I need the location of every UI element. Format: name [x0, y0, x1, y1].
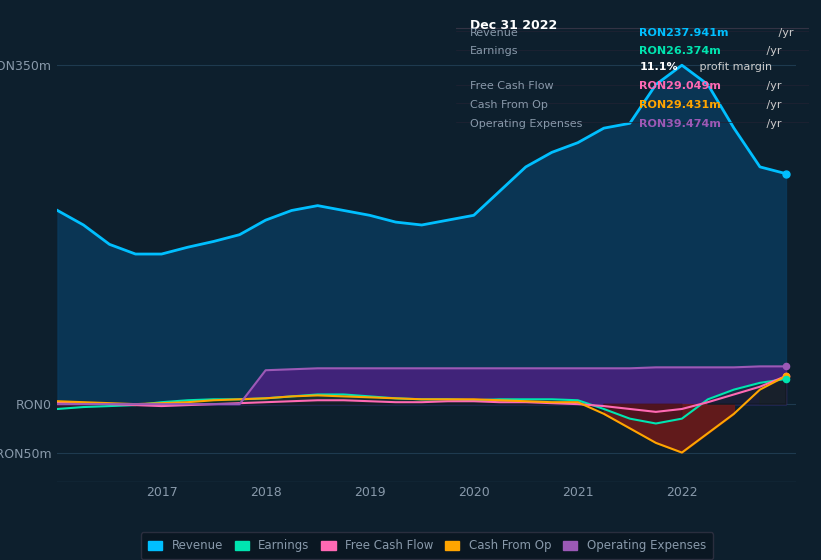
Text: Dec 31 2022: Dec 31 2022 [470, 19, 557, 32]
Legend: Revenue, Earnings, Free Cash Flow, Cash From Op, Operating Expenses: Revenue, Earnings, Free Cash Flow, Cash … [140, 532, 713, 559]
Text: RON29.431m: RON29.431m [640, 100, 721, 110]
Text: 11.1%: 11.1% [640, 62, 678, 72]
Point [779, 372, 792, 381]
Text: RON26.374m: RON26.374m [640, 46, 721, 57]
Text: Operating Expenses: Operating Expenses [470, 119, 582, 129]
Text: /yr: /yr [775, 27, 794, 38]
Text: Free Cash Flow: Free Cash Flow [470, 81, 553, 91]
Point [779, 372, 792, 381]
Text: /yr: /yr [763, 81, 782, 91]
Point [779, 375, 792, 384]
Text: /yr: /yr [763, 119, 782, 129]
Text: RON29.049m: RON29.049m [640, 81, 721, 91]
Text: Cash From Op: Cash From Op [470, 100, 548, 110]
Text: RON39.474m: RON39.474m [640, 119, 721, 129]
Text: /yr: /yr [763, 100, 782, 110]
Text: Revenue: Revenue [470, 27, 519, 38]
Text: Earnings: Earnings [470, 46, 518, 57]
Text: RON237.941m: RON237.941m [640, 27, 729, 38]
Point [779, 362, 792, 371]
Point [779, 169, 792, 178]
Text: profit margin: profit margin [695, 62, 772, 72]
Text: /yr: /yr [763, 46, 782, 57]
